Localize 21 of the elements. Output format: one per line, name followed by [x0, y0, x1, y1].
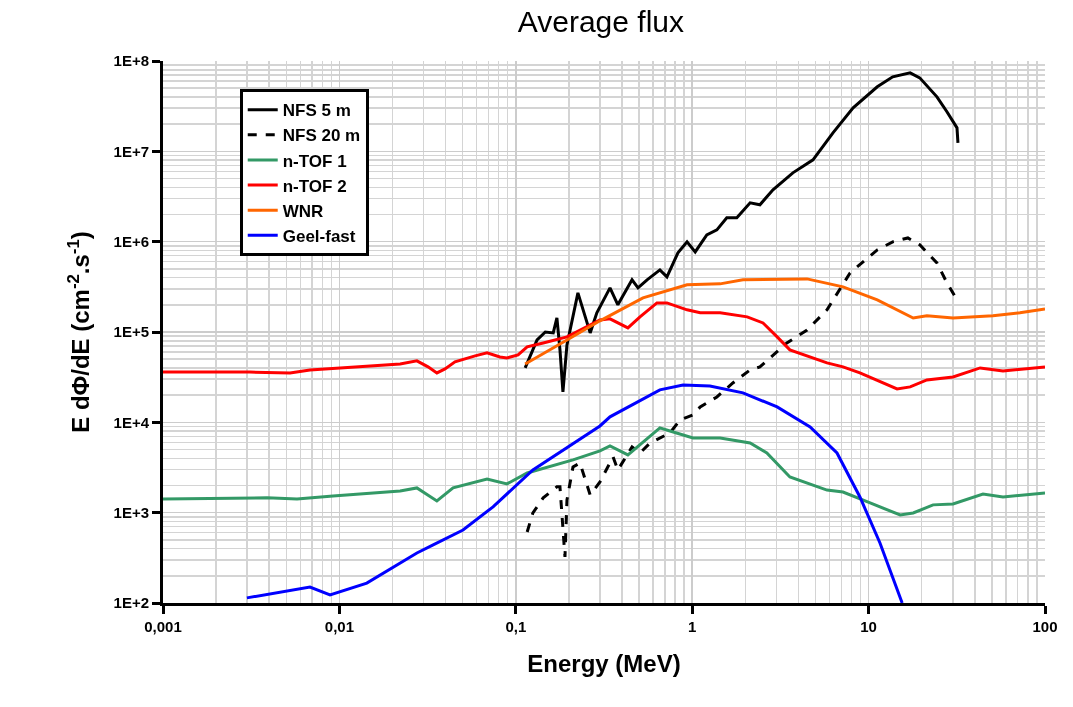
y-tick-label: 1E+8: [113, 52, 149, 70]
x-tick-label: 100: [1032, 618, 1058, 635]
y-tick-label: 1E+6: [113, 232, 149, 250]
x-axis-title: Energy (MeV): [527, 650, 681, 678]
x-tick-label: 0,1: [505, 618, 527, 635]
legend-label: n-TOF 1: [282, 151, 347, 171]
legend-label: Geel-fast: [282, 226, 356, 246]
x-tick-label: 0,001: [144, 618, 182, 635]
x-tick-label: 1: [688, 618, 697, 635]
chart-title: Average flux: [517, 4, 684, 38]
legend-label: n-TOF 2: [282, 176, 347, 196]
legend-label: NFS 20 m: [282, 126, 361, 146]
x-tick-label: 10: [860, 618, 877, 635]
x-tick-label: 0,01: [324, 618, 354, 635]
y-tick-label: 1E+7: [113, 142, 149, 160]
y-tick-label: 1E+2: [113, 594, 149, 612]
legend-label: NFS 5 m: [282, 101, 351, 121]
y-tick-label: 1E+5: [113, 323, 149, 341]
y-tick-label: 1E+4: [113, 413, 150, 431]
legend-label: WNR: [282, 201, 324, 221]
y-tick-label: 1E+3: [113, 503, 149, 521]
